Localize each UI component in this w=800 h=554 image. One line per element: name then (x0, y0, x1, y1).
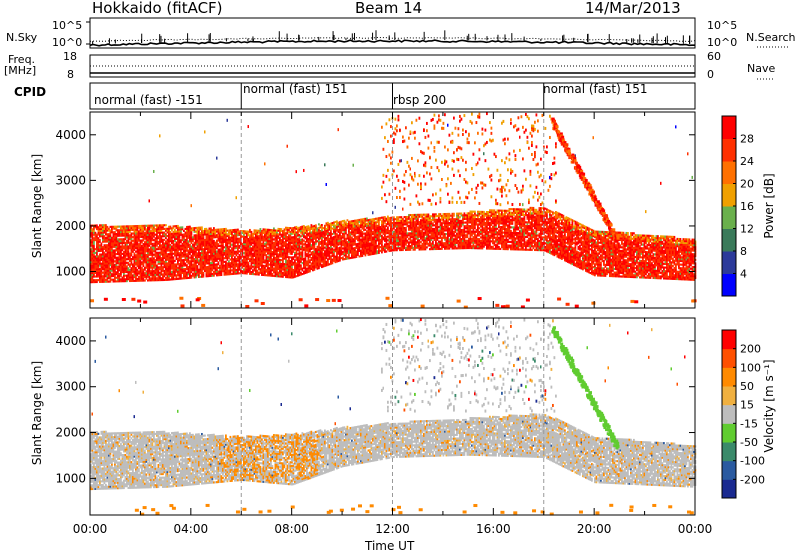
y-tick-label: 3000 (55, 380, 86, 394)
power-colorbar-swatch (722, 116, 736, 139)
velocity-ylabel: Slant Range [km] (30, 360, 44, 466)
power-colorbar-tick-label: 4 (740, 268, 747, 281)
velocity-colorbar-frame (721, 329, 737, 499)
power-ylabel: Slant Range [km] (30, 153, 44, 259)
velocity-colorbar-swatch (722, 367, 736, 387)
power-colorbar-swatch (722, 183, 736, 207)
noise-right-tick-top: 10^5 (707, 19, 738, 32)
y-tick-label: 4000 (55, 128, 86, 142)
beam-title: Beam 14 (355, 0, 423, 17)
noise-left-tick-top: 10^5 (52, 19, 83, 32)
xlabel: Time UT (365, 539, 415, 553)
y-tick-label: 3000 (55, 173, 86, 187)
y-tick-label: 2000 (55, 426, 86, 440)
power-colorbar-swatch (722, 273, 736, 297)
x-tick-label: 12:00 (375, 522, 410, 536)
velocity-colorbar-label: Velocity [m s⁻¹] (762, 359, 776, 453)
power-colorbar-tick-label: 16 (740, 200, 754, 213)
freq-right-tick-top: 60 (707, 50, 721, 63)
freq-right-tick-bottom: 0 (707, 68, 714, 81)
date-title: 14/Mar/2013 (585, 0, 681, 17)
noise-left-label: N.Sky (6, 31, 38, 44)
cpid-segment-1: normal (fast) -151 (94, 93, 203, 107)
velocity-colorbar-tick-label: -200 (740, 473, 765, 486)
power-colorbar-tick-label: 20 (740, 178, 754, 191)
power-colorbar-tick-label: 12 (740, 223, 754, 236)
noise-left-tick-bottom: 10^0 (52, 36, 83, 49)
velocity-colorbar-tick-label: 100 (740, 361, 761, 374)
velocity-colorbar-swatch (722, 348, 736, 368)
power-colorbar-label: Power [dB] (762, 173, 776, 239)
velocity-colorbar-swatch (722, 460, 736, 480)
power-colorbar-tick-label: 8 (740, 245, 747, 258)
noise-right-tick-bottom: 10^0 (707, 36, 738, 49)
noise-sky-line (89, 39, 695, 47)
radar-title: Hokkaido (fitACF) (92, 0, 223, 17)
cpid-label: CPID (14, 85, 47, 99)
power-colorbar-swatch (722, 138, 736, 162)
freq-left-tick-bottom: 8 (67, 68, 74, 81)
y-tick-label: 1000 (55, 471, 86, 485)
velocity-colorbar-swatch (722, 479, 736, 499)
cpid-segment-2: normal (fast) 151 (243, 82, 348, 96)
power-colorbar-swatch (722, 228, 736, 252)
velocity-colorbar-tick-label: -50 (740, 436, 758, 449)
power-colorbar-swatch (722, 161, 736, 184)
x-tick-label: 20:00 (577, 522, 612, 536)
freq-left-label: Freq. (8, 53, 36, 66)
velocity-colorbar-tick-label: -15 (740, 417, 758, 430)
velocity-colorbar-tick-label: -100 (740, 455, 765, 468)
power-colorbar-tick-label: 28 (740, 133, 754, 146)
power-colorbar-tick-label: 24 (740, 155, 754, 168)
noise-search-line (89, 36, 696, 42)
velocity-colorbar-swatch (722, 442, 736, 462)
velocity-colorbar-swatch (722, 404, 736, 424)
velocity-colorbar-tick-label: 15 (740, 399, 754, 412)
x-tick-label: 00:00 (678, 522, 713, 536)
velocity-colorbar-tick-label: 50 (740, 380, 754, 393)
power-colorbar-swatch (722, 206, 736, 229)
x-tick-label: 08:00 (274, 522, 309, 536)
freq-left-unit: [MHz] (4, 64, 37, 77)
y-tick-label: 2000 (55, 219, 86, 233)
x-tick-label: 16:00 (476, 522, 511, 536)
power-colorbar-swatch (722, 251, 736, 274)
velocity-colorbar-tick-label: 200 (740, 343, 761, 356)
noise-panel-frame (89, 17, 696, 49)
freq-right-label: Nave (747, 62, 776, 75)
velocity-colorbar-swatch (722, 386, 736, 406)
freq-left-tick-top: 18 (63, 50, 77, 63)
x-tick-label: 00:00 (73, 522, 108, 536)
cpid-segment-4: normal (fast) 151 (543, 82, 648, 96)
velocity-colorbar-swatch (722, 330, 736, 350)
power-scatter (90, 112, 697, 309)
y-tick-label: 4000 (55, 334, 86, 348)
velocity-colorbar-swatch (722, 423, 736, 443)
noise-right-label: N.Search (746, 31, 796, 44)
y-tick-label: 1000 (55, 265, 86, 279)
cpid-segment-3: rbsp 200 (393, 93, 447, 107)
x-tick-label: 04:00 (174, 522, 209, 536)
